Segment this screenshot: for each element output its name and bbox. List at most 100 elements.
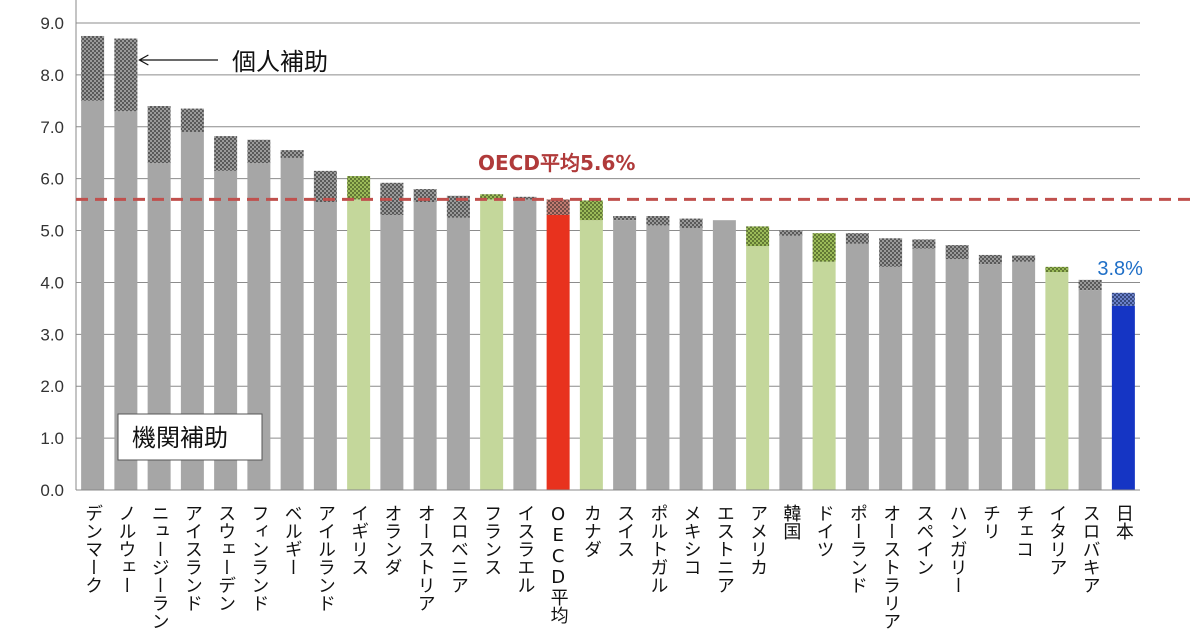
bar-institutional — [613, 220, 637, 490]
x-category-label: アメリカ — [747, 504, 768, 576]
bar-individual — [214, 136, 238, 171]
bar-institutional — [1012, 261, 1036, 490]
y-tick-label: 3.0 — [40, 325, 64, 344]
x-category-label: フィンランド — [248, 504, 269, 612]
bar-institutional — [1045, 272, 1069, 490]
institutional-annotation-label: 機関補助 — [132, 424, 228, 452]
bar-individual — [779, 230, 803, 236]
bar-institutional — [579, 220, 603, 490]
x-category-label: ニュージーラン — [149, 504, 170, 630]
bar-institutional — [945, 259, 969, 490]
bar-institutional — [114, 111, 138, 490]
bar-individual — [81, 35, 105, 101]
bar-individual — [879, 238, 903, 267]
bar-institutional — [313, 202, 337, 490]
japan-value-label: 3.8% — [1097, 258, 1143, 280]
x-category-label: オーストラリア — [880, 504, 901, 630]
bar-individual — [280, 150, 304, 158]
bar-individual — [646, 216, 670, 226]
bar-individual — [114, 38, 138, 112]
x-category-label: オーストリア — [415, 504, 436, 612]
bar-individual — [1045, 266, 1069, 273]
bar-institutional — [746, 246, 770, 490]
bar-individual — [546, 199, 570, 215]
y-tick-label: 1.0 — [40, 429, 64, 448]
y-tick-label: 5.0 — [40, 222, 64, 241]
x-category-label: 日本 — [1113, 504, 1134, 540]
x-category-label: チェコ — [1013, 504, 1034, 558]
bar-institutional — [712, 220, 736, 490]
y-tick-label: 2.0 — [40, 377, 64, 396]
bar-institutional — [147, 163, 171, 490]
x-category-label: ハンガリー — [947, 504, 968, 594]
y-tick-label: 4.0 — [40, 273, 64, 292]
bar-institutional — [978, 264, 1002, 490]
bar-institutional — [679, 227, 703, 490]
institutional-annotation-box — [117, 413, 263, 461]
bar-institutional — [214, 170, 238, 490]
bars — [81, 35, 1135, 491]
x-category-label: 韓国 — [780, 504, 801, 540]
bar-institutional — [845, 243, 869, 490]
bar-institutional — [413, 202, 437, 490]
x-category-label: オランダ — [381, 504, 402, 576]
y-tick-label: 0.0 — [40, 481, 64, 500]
x-category-label: ポーランド — [847, 504, 868, 594]
x-category-label: チリ — [980, 504, 1001, 540]
x-category-label: アイルランド — [315, 504, 336, 612]
x-category-label: スロベニア — [448, 504, 469, 594]
bar-individual — [812, 233, 836, 262]
individual-annotation: 個人補助 — [138, 48, 328, 76]
bar-individual — [347, 176, 371, 200]
x-category-label: ポルトガル — [647, 504, 668, 594]
y-tick-label: 9.0 — [40, 14, 64, 33]
x-category-label: アイスランド — [182, 504, 203, 612]
bar-individual — [147, 106, 171, 164]
oecd-average-label: OECD平均5.6% — [478, 151, 635, 175]
institutional-annotation: 機関補助 — [117, 413, 263, 461]
bar-institutional — [513, 199, 537, 490]
x-axis-labels: デンマーク ノルウェー ニュージーラン アイスランド スウェーデン フィンランド ベルギーア… — [82, 504, 1134, 630]
x-category-label: OECD平均 — [548, 504, 569, 625]
x-category-label: エストニア — [714, 504, 735, 594]
bar-institutional — [347, 199, 371, 490]
x-category-label: メキシコ — [681, 504, 702, 576]
y-tick-label: 8.0 — [40, 66, 64, 85]
x-category-label: カナダ — [581, 504, 602, 558]
bar-individual — [446, 195, 470, 218]
bar-individual — [313, 170, 337, 203]
bar-individual — [845, 233, 869, 244]
x-category-label: ノルウェー — [115, 504, 136, 594]
x-category-label: スペイン — [913, 504, 934, 576]
bar-institutional — [812, 261, 836, 490]
bar-institutional — [646, 225, 670, 490]
bar-individual — [679, 218, 703, 228]
bar-institutional — [280, 157, 304, 490]
bar-individual — [1078, 279, 1102, 291]
bar-individual — [1111, 292, 1135, 306]
bar-institutional — [912, 248, 936, 490]
bar-individual — [746, 226, 770, 247]
x-category-label: フランス — [481, 504, 502, 576]
bar-institutional — [480, 199, 504, 490]
bar-individual — [1012, 255, 1036, 262]
bar-institutional — [779, 235, 803, 490]
bar-institutional — [180, 131, 204, 490]
bar-institutional — [81, 100, 105, 490]
y-axis-ticks: 0.0 1.0 2.0 3.0 4.0 5.0 6.0 7.0 8.0 9.0 — [40, 14, 64, 500]
annotation-arrowhead — [138, 54, 149, 66]
bar-individual — [945, 245, 969, 260]
bar-institutional — [380, 214, 404, 490]
y-tick-label: 7.0 — [40, 118, 64, 137]
individual-annotation-label: 個人補助 — [232, 48, 328, 76]
x-category-label: イタリア — [1046, 504, 1067, 576]
bar-institutional — [1078, 290, 1102, 490]
bar-individual — [579, 200, 603, 221]
bar-individual — [180, 108, 204, 132]
x-category-label: ベルギー — [282, 504, 303, 576]
bar-institutional — [446, 217, 470, 491]
y-tick-label: 6.0 — [40, 170, 64, 189]
x-category-label: スロバキア — [1080, 504, 1101, 594]
x-category-label: スウェーデン — [215, 504, 236, 612]
